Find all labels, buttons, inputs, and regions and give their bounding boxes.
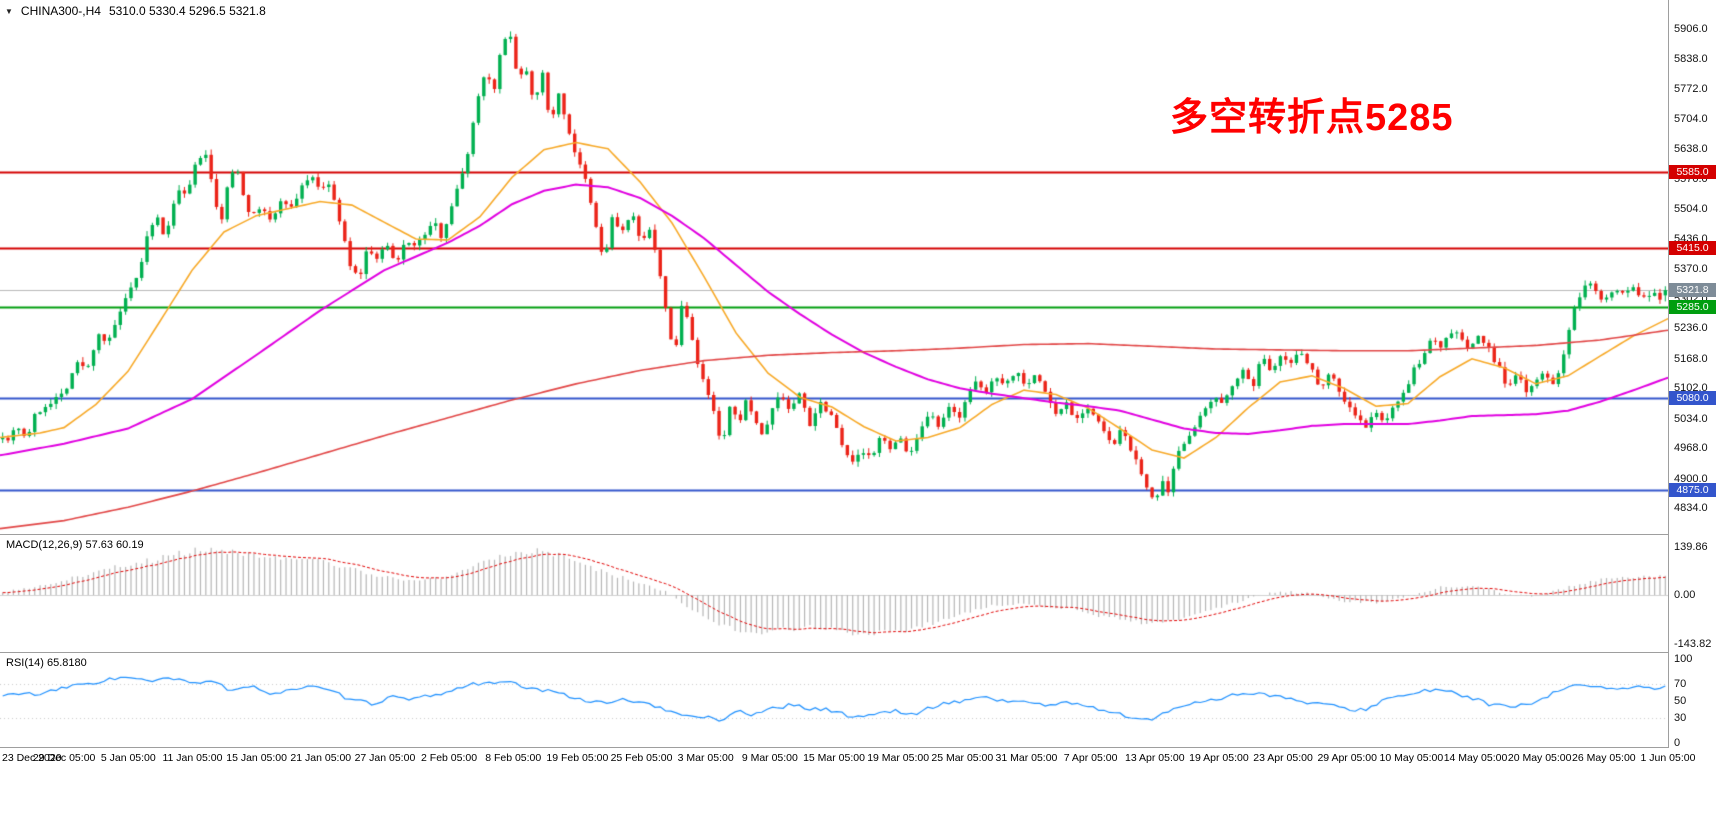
- chevron-down-icon[interactable]: ▼: [5, 6, 13, 16]
- price-tick-label: 5168.0: [1674, 352, 1708, 365]
- price-tick-label: 5236.0: [1674, 322, 1708, 335]
- price-level-badge: 4875.0: [1669, 482, 1716, 497]
- date-tick-label: 25 Mar 05:00: [931, 752, 994, 764]
- date-tick-label: 1 Jun 05:00: [1640, 752, 1696, 764]
- panel-divider: [0, 652, 1722, 653]
- price-level-badge: 5285.0: [1669, 299, 1716, 314]
- price-tick-label: 5638.0: [1674, 142, 1708, 155]
- ohlc-values: 5310.0 5330.4 5296.5 5321.8: [108, 4, 266, 18]
- date-tick-label: 11 Jan 05:00: [162, 752, 223, 764]
- rsi-indicator-canvas[interactable]: [0, 653, 1668, 747]
- date-tick-label: 29 Dec 05:00: [32, 752, 96, 764]
- date-tick-label: 31 Mar 05:00: [995, 752, 1058, 764]
- date-tick-label: 27 Jan 05:00: [354, 752, 416, 764]
- price-level-badge: 5415.0: [1669, 241, 1716, 256]
- price-tick-label: 5034.0: [1674, 412, 1708, 425]
- date-tick-label: 19 Feb 05:00: [546, 752, 609, 764]
- main-chart-canvas[interactable]: [0, 0, 1668, 534]
- price-level-badge: 5585.0: [1669, 165, 1716, 180]
- rsi-tick-label: 100: [1674, 653, 1693, 665]
- date-tick-label: 8 Feb 05:00: [485, 752, 542, 764]
- date-tick-label: 23 Dec 2020: [2, 752, 62, 764]
- date-tick-label: 5 Jan 05:00: [100, 752, 156, 764]
- date-tick-label: 14 May 05:00: [1443, 752, 1508, 764]
- date-tick-label: 10 May 05:00: [1379, 752, 1444, 764]
- date-tick-label: 2 Feb 05:00: [421, 752, 478, 764]
- price-tick-label: 5772.0: [1674, 82, 1708, 95]
- rsi-tick-label: 70: [1674, 678, 1687, 691]
- annotation-text: 多空转折点5285: [1170, 97, 1454, 139]
- price-tick-label: 5704.0: [1674, 113, 1708, 126]
- date-tick-label: 29 Apr 05:00: [1317, 752, 1377, 764]
- rsi-tick-label: 0: [1674, 737, 1681, 749]
- price-level-badge: 5321.8: [1669, 283, 1716, 298]
- price-tick-label: 5906.0: [1674, 23, 1708, 36]
- chart-header: ▼ CHINA300-,H4 5310.0 5330.4 5296.5 5321…: [5, 4, 266, 18]
- price-scale[interactable]: 5906.05838.05772.05704.05638.05570.05504…: [1668, 0, 1722, 749]
- time-axis[interactable]: 23 Dec 2020 29 Dec 05:00 5 Jan 05:00 11 Jan…: [0, 748, 1722, 774]
- symbol-timeframe-label: CHINA300-,H4: [20, 4, 101, 18]
- panel-divider: [0, 534, 1722, 535]
- date-tick-label: 9 Mar 05:00: [741, 752, 798, 764]
- date-tick-label: 3 Mar 05:00: [677, 752, 734, 764]
- macd-indicator-canvas[interactable]: [0, 535, 1668, 652]
- date-tick-label: 13 Apr 05:00: [1124, 752, 1185, 764]
- price-tick-label: 4968.0: [1674, 442, 1708, 455]
- date-tick-label: 26 May 05:00: [1572, 752, 1636, 764]
- price-tick-label: 5370.0: [1674, 262, 1708, 275]
- date-tick-label: 15 Jan 05:00: [226, 752, 287, 764]
- macd-label: MACD(12,26,9) 57.63 60.19: [6, 539, 144, 551]
- rsi-tick-label: 50: [1674, 695, 1687, 707]
- macd-tick-label: 0.00: [1674, 589, 1696, 601]
- price-tick-label: 5504.0: [1674, 202, 1708, 215]
- price-level-badge: 5080.0: [1669, 391, 1716, 406]
- date-tick-label: 19 Apr 05:00: [1189, 752, 1249, 764]
- rsi-tick-label: 30: [1674, 711, 1687, 724]
- date-tick-label: 7 Apr 05:00: [1063, 752, 1118, 764]
- price-tick-label: 4834.0: [1674, 502, 1708, 515]
- macd-tick-label: -143.82: [1674, 637, 1712, 650]
- price-tick-label: 4900.0: [1674, 472, 1708, 485]
- macd-tick-label: 139.86: [1674, 541, 1708, 554]
- date-tick-label: 25 Feb 05:00: [610, 752, 673, 764]
- price-tick-label: 5838.0: [1674, 53, 1708, 66]
- date-tick-label: 23 Apr 05:00: [1253, 752, 1313, 764]
- date-tick-label: 21 Jan 05:00: [290, 752, 352, 764]
- panel-divider: [0, 747, 1722, 748]
- date-tick-label: 20 May 05:00: [1507, 752, 1572, 764]
- rsi-label: RSI(14) 65.8180: [6, 657, 87, 669]
- date-tick-label: 15 Mar 05:00: [803, 752, 865, 764]
- date-tick-label: 19 Mar 05:00: [867, 752, 930, 764]
